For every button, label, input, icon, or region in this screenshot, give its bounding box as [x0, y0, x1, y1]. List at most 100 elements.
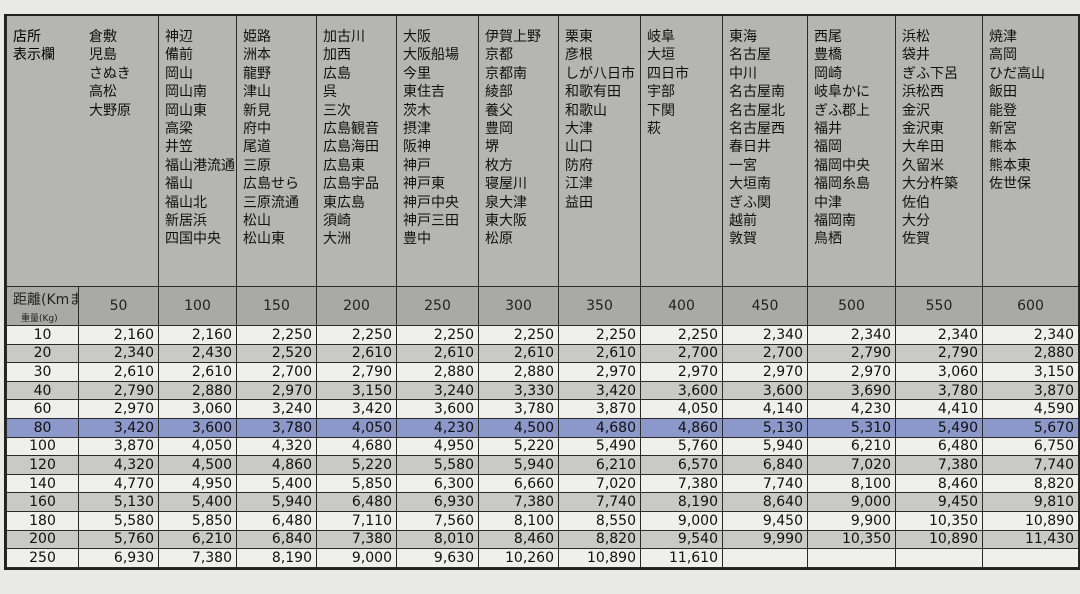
price-cell: 4,320	[78, 455, 159, 475]
price-cell: 3,150	[982, 362, 1079, 382]
store-name: 益田	[565, 194, 593, 211]
price-cell: 2,340	[722, 325, 808, 345]
store-name: 大阪船場	[403, 47, 459, 64]
price-cell: 2,250	[316, 325, 397, 345]
store-name: 東広島	[323, 194, 365, 211]
price-cell: 2,610	[316, 343, 397, 364]
store-name: 岡山東	[165, 102, 207, 119]
store-name: 洲本	[243, 47, 271, 64]
store-name: 焼津	[989, 29, 1017, 45]
price-cell: 2,970	[807, 362, 896, 382]
store-name: 名古屋西	[729, 121, 785, 138]
store-name: 広島東	[323, 157, 365, 174]
store-list: 焼津 高岡 ひだ高山 飯田 能登 新宮 熊本 熊本東 佐世保	[984, 16, 1078, 194]
price-cell: 5,220	[316, 455, 397, 475]
price-cell: 4,860	[640, 417, 723, 438]
store-name: 堺	[485, 139, 499, 156]
price-cell: 5,400	[236, 473, 317, 494]
price-cell: 10,890	[558, 548, 641, 568]
price-cell: 9,000	[316, 548, 397, 568]
price-cell: 2,610	[158, 362, 237, 382]
store-list: 加古川 加西 広島呉三次 広島観音 広島海田 広島東 広島宇品 東広島 須崎 大洲	[318, 16, 396, 249]
store-name: 大分	[902, 213, 930, 230]
price-cell	[982, 548, 1079, 568]
weight-cell: 140	[6, 473, 79, 494]
price-cell: 7,110	[316, 510, 397, 531]
store-list: 倉敷 児島 さぬき 高松 大野原	[83, 16, 131, 120]
table-row: 30 2,610 2,610 2,700 2,790 2,880 2,880 2,970 2,9…	[6, 362, 1079, 382]
price-cell: 4,680	[316, 436, 397, 457]
store-name: 広島観音	[323, 121, 379, 138]
price-cell: 3,420	[78, 417, 159, 438]
table-row: 200 5,760 6,210 6,840 7,380 8,010 8,460 8,820 9,…	[6, 529, 1079, 550]
price-cell: 3,600	[640, 380, 723, 401]
store-name: 彦根	[565, 47, 593, 64]
store-name: 福山北	[165, 194, 207, 211]
table-row: 60 2,970 3,060 3,240 3,420 3,600 3,780 3,870 4,0…	[6, 399, 1079, 419]
price-cell: 2,880	[396, 362, 479, 382]
price-cell: 7,020	[558, 473, 641, 494]
store-name: 佐伯	[902, 194, 930, 211]
store-name: 金沢東	[902, 121, 944, 138]
distance-label: 距離(Kmまで)	[13, 292, 78, 308]
price-cell: 7,020	[807, 455, 896, 475]
price-cell: 4,050	[158, 436, 237, 457]
price-cell: 7,380	[158, 548, 237, 568]
store-name: 広島せら	[243, 176, 299, 193]
table-row: 80 3,420 3,600 3,780 4,050 4,230 4,500 4,680 4,8…	[6, 417, 1079, 438]
price-cell: 5,220	[478, 436, 559, 457]
store-name: 尾道	[243, 139, 271, 156]
store-name: 飯田	[989, 84, 1017, 101]
price-cell: 8,100	[807, 473, 896, 494]
price-cell: 3,870	[558, 399, 641, 419]
store-name: 神戸三田	[403, 213, 459, 230]
weight-cell: 10	[6, 325, 79, 345]
price-cell: 9,900	[807, 510, 896, 531]
price-cell: 9,000	[807, 492, 896, 512]
price-cell: 2,700	[236, 362, 317, 382]
weight-cell: 200	[6, 529, 79, 550]
price-cell: 6,930	[396, 492, 479, 512]
store-name: 大野原	[89, 102, 131, 119]
weight-cell: 20	[6, 343, 79, 364]
price-cell: 9,990	[722, 529, 808, 550]
store-column: 神辺 備前 岡山 岡山南 岡山東 高梁 井笠 福山港流通 福山 福山北 新居浜 四国中央	[158, 16, 237, 287]
price-cell: 4,950	[158, 473, 237, 494]
store-name: 福井	[814, 121, 842, 138]
price-cell: 6,210	[558, 455, 641, 475]
store-name: 福岡糸島	[814, 176, 870, 193]
price-cell: 6,930	[78, 548, 159, 568]
store-column: 加古川 加西 広島呉三次 広島観音 広島海田 広島東 広島宇品 東広島 須崎 大洲	[316, 16, 397, 287]
price-cell: 5,760	[78, 529, 159, 550]
store-name: 養父	[485, 102, 513, 119]
store-name: 加西	[323, 47, 351, 64]
price-cell: 5,490	[895, 417, 983, 438]
price-cell: 4,500	[478, 417, 559, 438]
price-cell: 10,260	[478, 548, 559, 568]
price-cell: 4,590	[982, 399, 1079, 419]
store-list: 姫路 洲本 龍野 津山 新見 府中 尾道 三原 広島せら 三原流通 松山 松山東	[238, 16, 316, 249]
store-name: 呉	[323, 84, 337, 101]
store-name: 高岡	[989, 47, 1017, 64]
store-name: 中川	[729, 65, 757, 82]
store-list: 浜松 袋井 ぎふ下呂 浜松西 金沢 金沢東 大牟田 久留米 大分杵築 佐伯 大分 佐賀	[897, 16, 982, 249]
distance-header: 50	[78, 286, 159, 326]
price-cell: 2,340	[895, 325, 983, 345]
store-name: 熊本	[989, 139, 1017, 156]
price-cell: 4,050	[316, 417, 397, 438]
price-cell: 2,520	[236, 343, 317, 364]
store-name: 岡山南	[165, 84, 207, 101]
store-name: 神戸	[403, 157, 431, 174]
distance-header-row: 距離(Kmまで) 重量(Kg) 501001502002503003504004…	[6, 286, 1079, 326]
store-column: 岐阜 大垣 四日市 宇部 下関萩	[640, 16, 723, 287]
price-cell: 4,680	[558, 417, 641, 438]
store-name: 大洲	[323, 231, 351, 248]
store-name: 名古屋北	[729, 102, 785, 119]
price-cell	[722, 548, 808, 568]
table-row: 180 5,580 5,850 6,480 7,110 7,560 8,100 8,550 9,…	[6, 510, 1079, 531]
price-cell: 2,430	[158, 343, 237, 364]
rate-table: 店所 表示欄 倉敷 児島 さぬき 高松 大野原 神辺 備前 岡山 岡山南 岡山東 高梁 井笠 福山港流…	[4, 14, 1080, 570]
store-list: 東海 名古屋 中川 名古屋南 名古屋北 名古屋西 春日井 一宮 大垣南 ぎふ関 越前 敦賀	[724, 16, 807, 249]
price-cell: 4,320	[236, 436, 317, 457]
price-cell: 6,750	[982, 436, 1079, 457]
